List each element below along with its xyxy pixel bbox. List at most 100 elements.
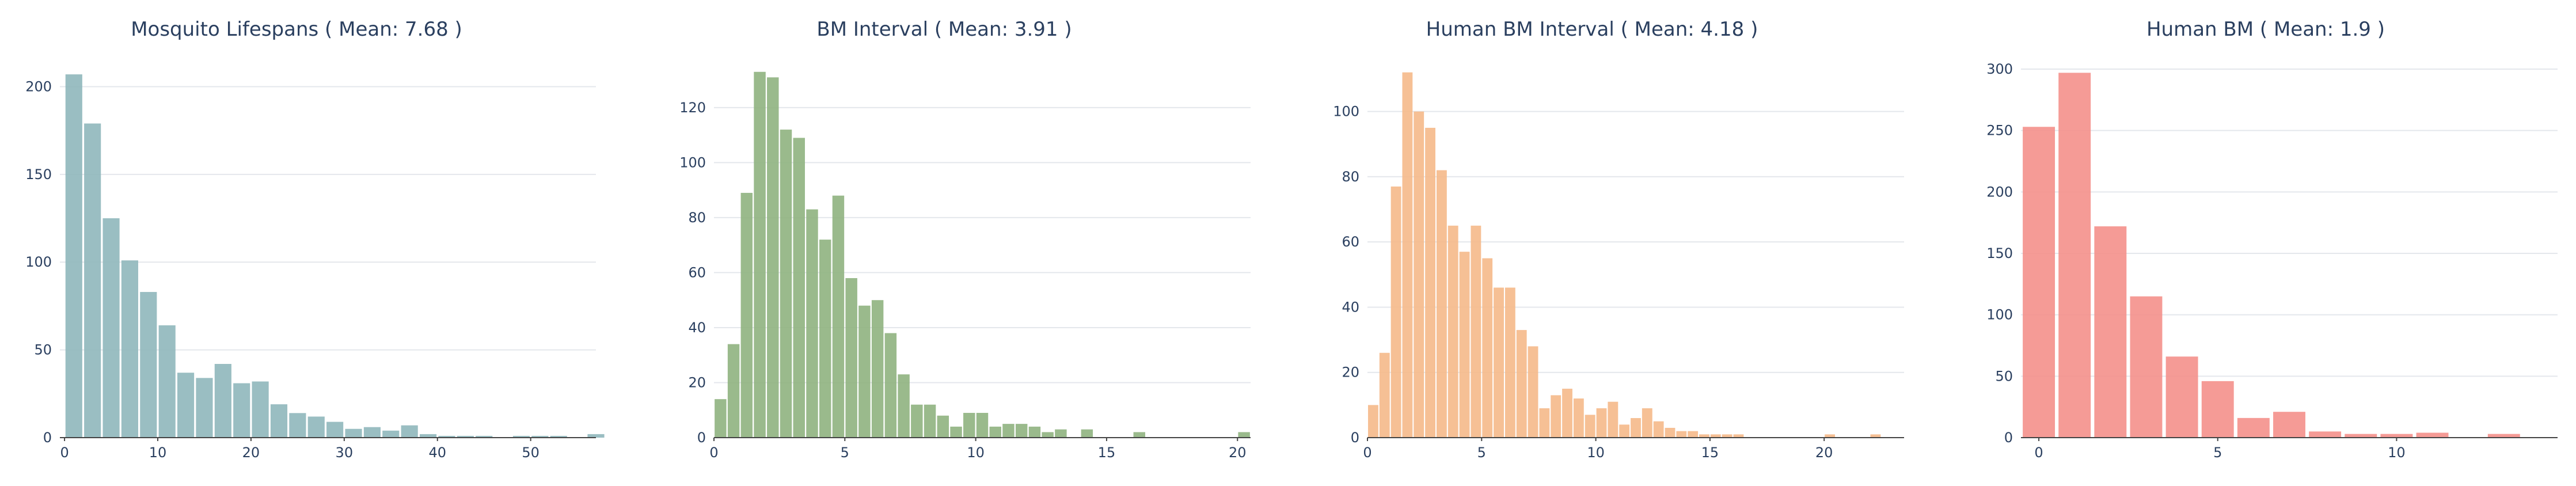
histogram-bar bbox=[1608, 401, 1618, 438]
histogram-bar bbox=[2165, 356, 2198, 438]
x-tick-label: 0 bbox=[2034, 445, 2043, 461]
histogram-bar bbox=[587, 434, 605, 438]
histogram-bar bbox=[1081, 429, 1093, 438]
y-tick-label: 100 bbox=[1333, 104, 1359, 120]
histogram-bar bbox=[1516, 330, 1527, 438]
histogram-bar bbox=[382, 430, 400, 438]
histogram-bar bbox=[363, 427, 381, 438]
histogram-bar bbox=[1390, 186, 1401, 438]
histogram-bar bbox=[963, 413, 975, 438]
x-tick-label: 50 bbox=[522, 445, 539, 461]
y-tick-label: 250 bbox=[1986, 123, 2013, 139]
histogram-bar bbox=[950, 426, 962, 438]
histogram-bar bbox=[1379, 352, 1390, 438]
histogram-bar bbox=[307, 416, 325, 438]
x-tick-label: 5 bbox=[2213, 445, 2222, 461]
histogram-bar bbox=[65, 74, 82, 438]
histogram-bar bbox=[1504, 287, 1515, 438]
y-tick-label: 0 bbox=[2004, 430, 2013, 446]
histogram-bar bbox=[457, 435, 474, 438]
x-tick-label: 10 bbox=[2388, 445, 2406, 461]
histogram-bar bbox=[1133, 432, 1146, 438]
x-tick-label: 0 bbox=[709, 445, 718, 461]
histogram-bar bbox=[937, 415, 949, 438]
histogram-bar bbox=[2094, 226, 2127, 438]
histogram-bar bbox=[767, 77, 779, 438]
histogram-bar bbox=[1015, 424, 1028, 438]
histogram-bar bbox=[1028, 426, 1041, 438]
x-tick-label: 15 bbox=[1701, 445, 1719, 461]
histogram-bar bbox=[871, 300, 884, 438]
histogram-bar bbox=[780, 130, 792, 438]
histogram-bar bbox=[233, 383, 250, 438]
histogram-bar bbox=[476, 435, 493, 438]
histogram-bar bbox=[858, 305, 871, 438]
histogram-bar bbox=[727, 344, 740, 438]
histogram-bar bbox=[715, 399, 727, 438]
x-tick-label: 20 bbox=[242, 445, 260, 461]
histogram-bar bbox=[898, 374, 910, 438]
histogram-2: 0 20 40 60 80 100 120 0 5 10 15 20 BM Interval ( Mea… bbox=[679, 18, 1251, 461]
histogram-3: 0 20 40 60 80 100 0 5 10 15 20 Human BM Interval ( … bbox=[1333, 18, 1904, 461]
histogram-bar bbox=[1459, 252, 1470, 438]
histogram-bar bbox=[2416, 432, 2449, 438]
chart-title: Human BM ( Mean: 1.9 ) bbox=[2146, 18, 2385, 41]
histogram-bar bbox=[2487, 434, 2520, 438]
x-tick-label: 30 bbox=[336, 445, 354, 461]
histogram-bar bbox=[911, 404, 923, 438]
y-tick-label: 200 bbox=[1986, 184, 2013, 200]
histogram-bar bbox=[1494, 287, 1504, 438]
histogram-bar bbox=[1733, 434, 1744, 438]
histogram-bar bbox=[884, 333, 897, 438]
chart-title: BM Interval ( Mean: 3.91 ) bbox=[816, 18, 1072, 41]
histogram-bar bbox=[1665, 428, 1675, 438]
y-tick-label: 120 bbox=[679, 100, 706, 116]
histogram-bar bbox=[924, 404, 936, 438]
histogram-bar bbox=[754, 71, 766, 438]
histogram-bar bbox=[121, 260, 139, 438]
histogram-bar bbox=[1870, 434, 1881, 438]
histogram-bar bbox=[1471, 225, 1481, 438]
histogram-bar bbox=[531, 435, 549, 438]
histogram-bar bbox=[976, 413, 989, 438]
histogram-bar bbox=[140, 292, 157, 438]
chart-title: Mosquito Lifespans ( Mean: 7.68 ) bbox=[131, 18, 462, 41]
histogram-bar bbox=[214, 364, 231, 438]
histogram-bar bbox=[2023, 127, 2056, 438]
histogram-bar bbox=[1653, 421, 1664, 438]
histogram-bar bbox=[806, 209, 818, 438]
x-tick-label: 10 bbox=[1587, 445, 1605, 461]
histogram-bar bbox=[1055, 429, 1067, 438]
y-tick-label: 20 bbox=[688, 374, 706, 390]
histogram-bar bbox=[289, 413, 306, 438]
y-tick-label: 60 bbox=[688, 264, 706, 280]
histogram-bar bbox=[1539, 408, 1550, 438]
histogram-4: 0 50 100 150 200 250 300 0 5 10 Human BM ( Mean: 1… bbox=[1986, 18, 2558, 461]
histogram-bar bbox=[1699, 434, 1709, 438]
histogram-bar bbox=[2380, 434, 2413, 438]
histogram-bar bbox=[1722, 434, 1732, 438]
y-tick-label: 40 bbox=[1342, 299, 1359, 315]
histogram-bar bbox=[2345, 434, 2377, 438]
y-tick-label: 60 bbox=[1342, 234, 1359, 250]
histogram-bar bbox=[1596, 408, 1607, 438]
x-tick-label: 5 bbox=[841, 445, 849, 461]
x-tick-label: 10 bbox=[149, 445, 167, 461]
histogram-bar bbox=[1710, 434, 1721, 438]
y-tick-label: 200 bbox=[25, 78, 52, 94]
histogram-bar bbox=[819, 240, 831, 438]
histogram-bar bbox=[1562, 389, 1572, 438]
histogram-bar bbox=[1002, 424, 1015, 438]
histogram-bar bbox=[345, 428, 362, 438]
histogram-bar bbox=[2273, 412, 2305, 438]
histogram-bar bbox=[1528, 346, 1538, 438]
y-tick-label: 150 bbox=[25, 166, 52, 183]
y-tick-label: 100 bbox=[25, 254, 52, 270]
histogram-bar bbox=[158, 325, 176, 438]
x-tick-label: 20 bbox=[1229, 445, 1247, 461]
x-tick-label: 0 bbox=[1363, 445, 1371, 461]
x-tick-label: 40 bbox=[428, 445, 446, 461]
y-tick-label: 80 bbox=[688, 210, 706, 226]
histogram-bar bbox=[196, 378, 213, 438]
